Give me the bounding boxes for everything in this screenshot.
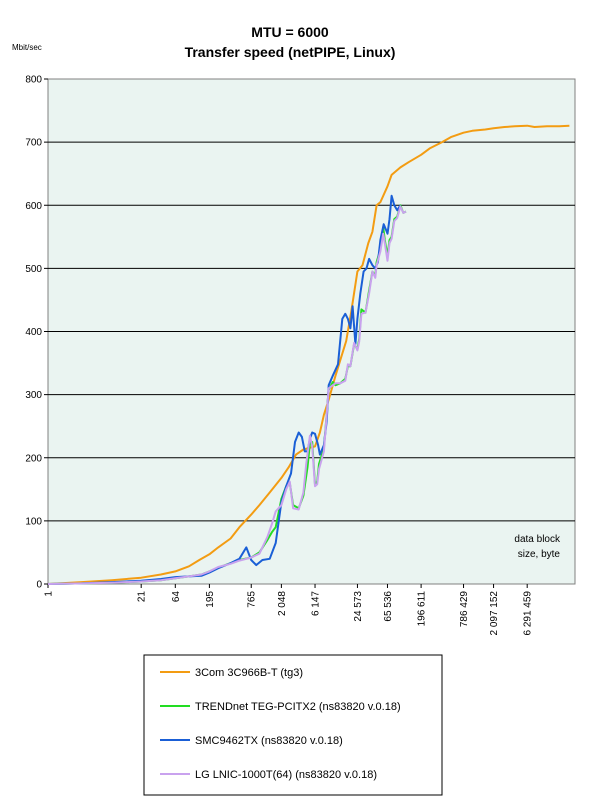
x-axis-annotation-line-2: size, byte xyxy=(518,549,561,560)
y-tick-label: 600 xyxy=(25,201,42,212)
legend-label: LG LNIC-1000T(64) (ns83820 v.0.18) xyxy=(195,769,377,781)
x-tick-label: 6 147 xyxy=(311,591,322,616)
x-tick-label: 1 xyxy=(44,591,55,597)
y-tick-label: 0 xyxy=(36,580,42,591)
y-tick-label: 400 xyxy=(25,327,42,338)
y-tick-label: 700 xyxy=(25,138,42,149)
x-tick-label: 21 xyxy=(137,591,148,603)
series-line-1 xyxy=(47,124,570,585)
y-axis-unit-label: Mbit/sec xyxy=(12,43,42,52)
x-tick-label: 195 xyxy=(205,591,216,608)
x-tick-label: 24 573 xyxy=(353,591,364,622)
legend-label: 3Com 3C966B-T (tg3) xyxy=(195,667,303,679)
x-tick-label: 65 536 xyxy=(383,591,394,622)
y-tick-label: 500 xyxy=(25,264,42,275)
legend-box xyxy=(143,654,443,796)
x-tick-label: 765 xyxy=(247,591,258,608)
series-layer xyxy=(47,124,570,585)
x-tick-label: 2 097 152 xyxy=(489,591,500,636)
gridlines xyxy=(48,141,575,522)
chart-subtitle: Transfer speed (netPIPE, Linux) xyxy=(185,44,396,60)
legend-label: SMC9462TX (ns83820 v.0.18) xyxy=(195,735,343,747)
series-line-4 xyxy=(47,205,407,585)
chart-title: MTU = 6000 xyxy=(251,24,329,40)
x-tick-label: 64 xyxy=(171,591,182,603)
x-tick-label: 786 429 xyxy=(459,591,470,628)
y-tick-label: 300 xyxy=(25,390,42,401)
y-tick-label: 200 xyxy=(25,453,42,464)
x-axis: 1 21 64 195 765 2 048 6 147 24 573 65 536 196 611… xyxy=(44,584,534,636)
y-tick-label: 100 xyxy=(25,516,42,527)
y-tick-label: 800 xyxy=(25,75,42,86)
y-axis: 0 100 200 300 400 500 600 700 800 xyxy=(25,75,48,591)
legend: 3Com 3C966B-T (tg3) TRENDnet TEG-PCITX2 (… xyxy=(160,667,401,781)
x-tick-label: 196 611 xyxy=(417,591,428,627)
legend-label: TRENDnet TEG-PCITX2 (ns83820 v.0.18) xyxy=(195,701,401,713)
x-tick-label: 2 048 xyxy=(277,591,288,616)
x-tick-label: 6 291 459 xyxy=(523,591,534,636)
x-axis-annotation-line-1: data block xyxy=(514,534,561,545)
